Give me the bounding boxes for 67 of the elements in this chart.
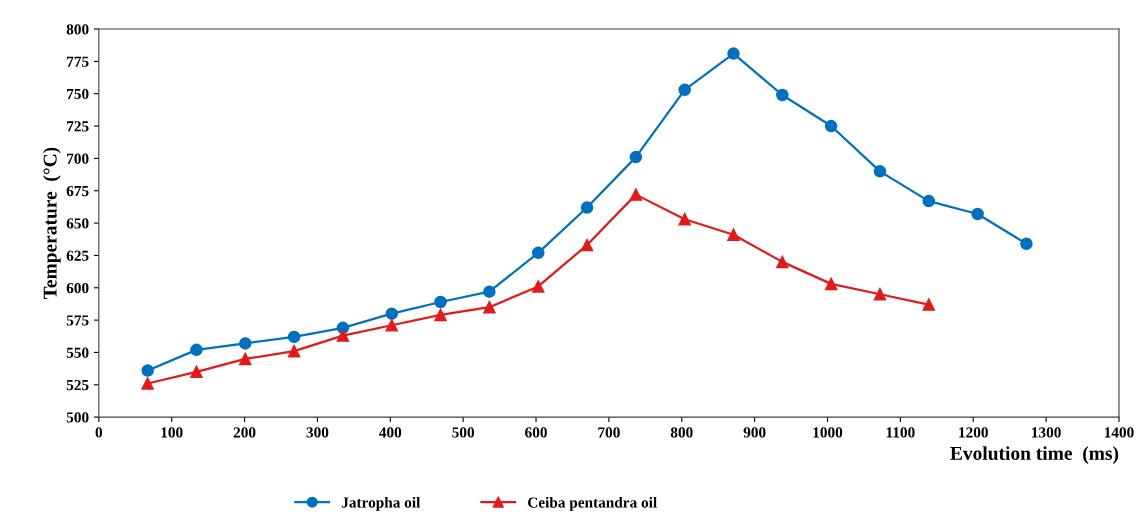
y-tick-label: 575 [66, 315, 89, 326]
point [580, 238, 594, 252]
y-tick-label: 525 [66, 379, 89, 391]
point [385, 319, 399, 332]
point [434, 295, 447, 309]
point [239, 337, 252, 350]
point [678, 212, 691, 226]
point [483, 285, 496, 298]
point [483, 300, 496, 314]
x-tick-label: 1400 [1104, 427, 1134, 438]
point [971, 207, 984, 221]
x-tick-label: 100 [161, 427, 183, 438]
y-tick-label: 700 [67, 153, 89, 164]
x-tick-label: 300 [306, 427, 329, 438]
point [141, 377, 154, 390]
point [873, 165, 887, 178]
y-tick-label: 550 [66, 347, 89, 358]
point [824, 119, 838, 133]
x-tick-label: 1300 [1032, 427, 1061, 438]
point [727, 47, 740, 60]
point [336, 329, 350, 342]
y-tick-label: 750 [67, 88, 89, 100]
legend-label: Jatropha oil [341, 496, 421, 511]
point [287, 330, 301, 344]
point [727, 228, 740, 241]
point [287, 344, 301, 358]
y-tick-label: 500 [66, 412, 89, 423]
point [922, 298, 936, 311]
point [190, 365, 203, 379]
point [190, 343, 203, 357]
x-tick-label: 700 [598, 427, 620, 438]
point [629, 188, 643, 201]
legend-label: Ceiba pentandra oil [528, 496, 657, 511]
y-tick-label: 675 [66, 185, 89, 197]
point [385, 307, 399, 320]
point [1020, 237, 1033, 251]
x-tick-label: 1000 [813, 427, 843, 438]
y-tick-label: 775 [67, 56, 89, 67]
point [776, 88, 789, 102]
point [434, 308, 447, 322]
point [922, 194, 936, 208]
x-tick-label: 1200 [959, 427, 988, 438]
x-tick-label: 800 [670, 427, 693, 438]
x-tick-label: 0 [95, 427, 103, 438]
point [531, 246, 545, 260]
x-tick-label: 200 [233, 427, 256, 438]
point [141, 364, 154, 377]
x-tick-label: 400 [379, 427, 402, 438]
y-tick-label: 600 [66, 282, 89, 294]
point [678, 83, 691, 97]
y-tick-label: 800 [66, 24, 89, 35]
y-tick-label: 725 [67, 121, 89, 132]
x-tick-label: 500 [452, 427, 475, 438]
x-axis-title: Evolution time (ms) [950, 446, 1119, 464]
x-tick-label: 600 [525, 427, 547, 438]
point [776, 255, 789, 269]
x-tick-label: 900 [743, 427, 766, 438]
y-axis-title: Temperature (°C) [43, 147, 61, 300]
point [873, 287, 887, 301]
point [580, 201, 594, 214]
y-tick-label: 625 [66, 250, 89, 261]
point [824, 277, 838, 291]
x-tick-label: 1100 [886, 427, 915, 438]
point [531, 280, 545, 293]
point [629, 150, 643, 164]
point [239, 352, 252, 366]
y-tick-label: 650 [66, 218, 89, 229]
